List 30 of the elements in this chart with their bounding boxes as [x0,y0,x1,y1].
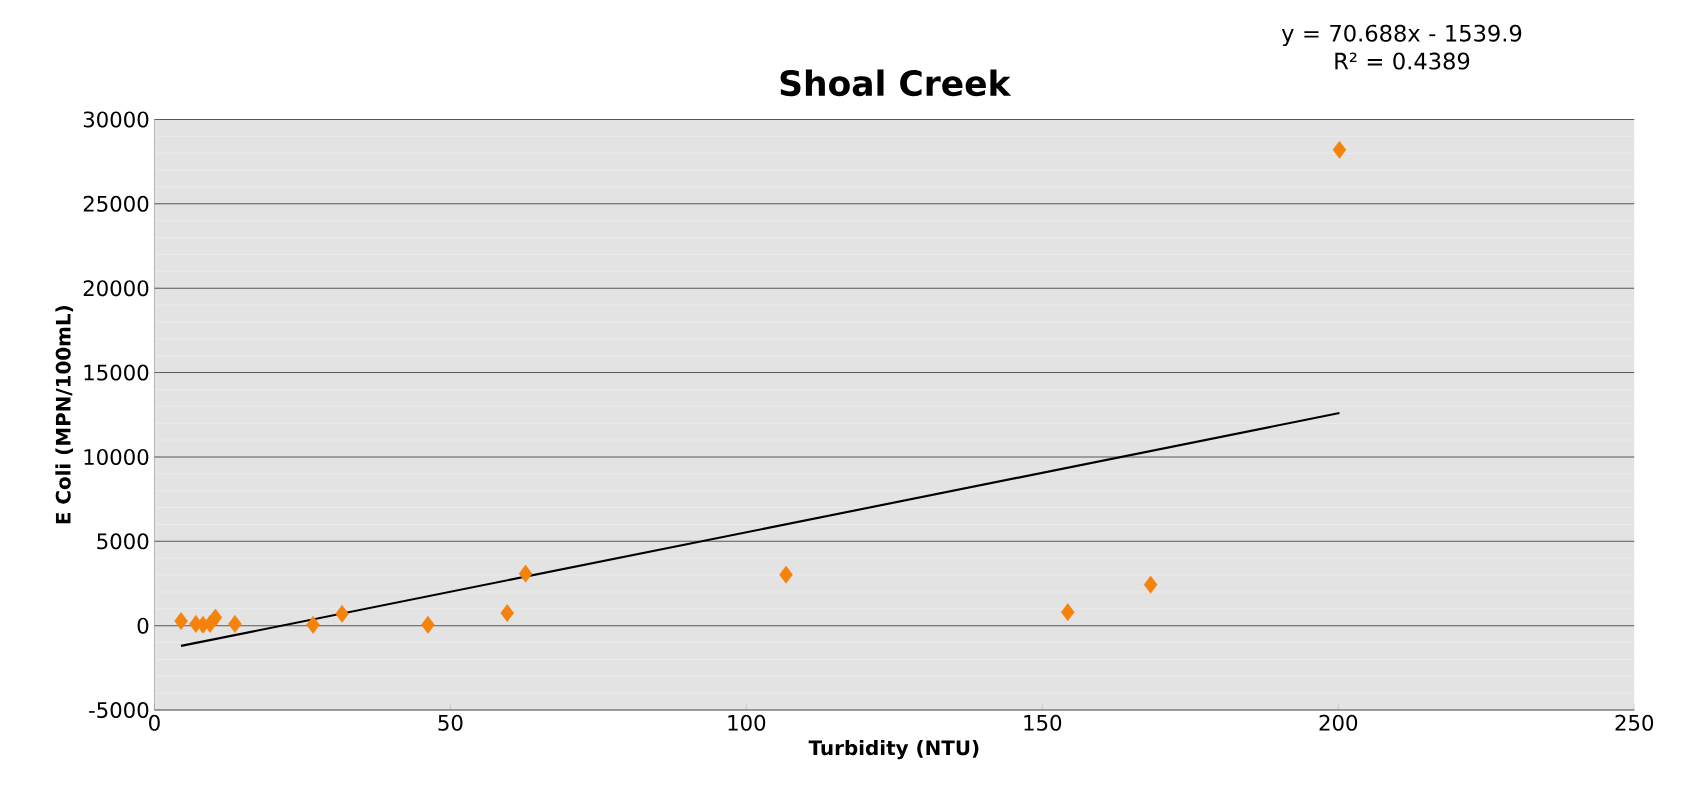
y-tick-label: 0 [137,617,149,634]
point [335,604,349,623]
y-tick-label: 10000 [84,448,149,465]
x-tick-label: 250 [1615,714,1654,731]
x-tick-label: 50 [438,714,463,731]
point [500,604,514,622]
y-tick-label: 30000 [83,111,149,128]
chart-title: Shoal Creek [780,69,1012,97]
x-tick-label: 200 [1319,714,1358,731]
point [174,612,188,631]
point [306,615,320,634]
point [421,615,435,634]
y-tick-label: 20000 [83,280,149,297]
point [228,615,242,633]
y-tick-label: 5000 [97,533,149,550]
y-tick-label: 25000 [83,195,149,212]
y-tick-label: -5000 [89,702,149,719]
point [208,608,223,627]
y-axis-title: E Coli (MPN/100mL) [55,306,74,524]
y-tick-label: 15000 [84,364,149,381]
point [779,565,793,584]
x-tick-label: 150 [1024,714,1062,731]
point [1143,575,1158,594]
text: y = 70.688x - 1539.9 R² = 0.4389 [1281,24,1522,70]
x-tick-label: 0 [149,714,160,731]
point [518,564,533,583]
x-tick-label: 100 [728,714,766,731]
point [1332,140,1347,159]
x-axis-title: Turbidity (NTU) [808,739,979,760]
point [1061,603,1075,622]
